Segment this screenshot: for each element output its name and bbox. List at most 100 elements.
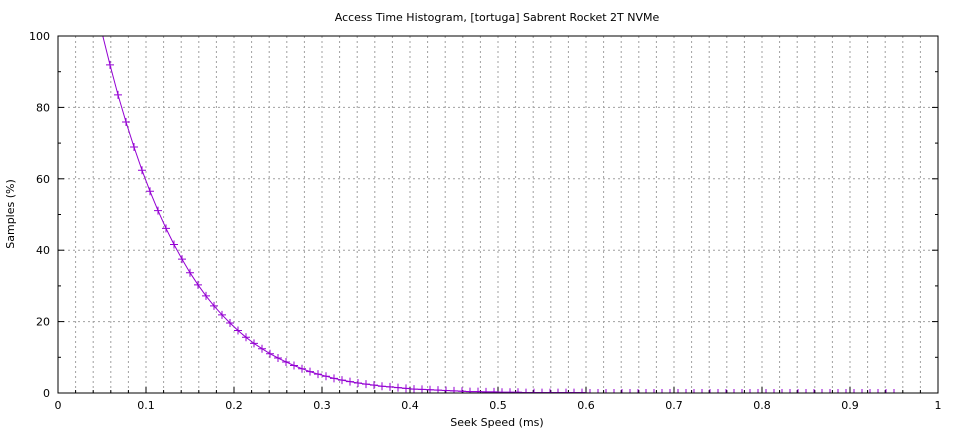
data-point-marker [706, 389, 714, 393]
data-point-marker [450, 386, 458, 393]
data-point-marker [682, 389, 690, 393]
data-point-marker [170, 240, 178, 249]
data-point-marker [154, 206, 162, 215]
data-point-marker [114, 90, 122, 99]
grid [58, 36, 938, 393]
data-point-marker [482, 387, 490, 393]
data-point-marker [106, 60, 114, 69]
data-point-marker [826, 389, 834, 393]
data-point-marker [266, 349, 274, 358]
data-point-marker [690, 389, 698, 393]
chart-title: Access Time Histogram, [tortuga] Sabrent… [335, 11, 660, 24]
data-point-marker [722, 389, 730, 393]
data-point-marker [754, 389, 762, 393]
data-point-marker [346, 377, 354, 386]
data-point-marker [362, 380, 370, 389]
data-point-marker [650, 389, 658, 393]
data-point-marker [306, 367, 314, 376]
data-point-marker [730, 389, 738, 393]
data-point-marker [842, 389, 850, 393]
data-point-marker [610, 389, 618, 393]
data-point-marker [146, 187, 154, 196]
x-tick-label: 0.4 [401, 399, 419, 412]
data-point-marker [162, 224, 170, 233]
data-point-marker [442, 386, 450, 393]
x-tick-label: 0.9 [841, 399, 859, 412]
data-point-marker [386, 382, 394, 391]
x-tick-label: 1 [935, 399, 942, 412]
data-point-marker [474, 387, 482, 393]
data-point-marker [858, 389, 866, 393]
x-tick-label: 0.6 [577, 399, 595, 412]
data-point-marker [210, 301, 218, 310]
plot-border [57, 35, 939, 394]
data-point-marker [674, 389, 682, 393]
data-point-marker [330, 374, 338, 383]
data-point-marker [202, 291, 210, 300]
data-point-marker [794, 389, 802, 393]
data-point-marker [322, 372, 330, 381]
data-point-marker [226, 319, 234, 328]
data-point-marker [810, 389, 818, 393]
data-point-marker [378, 382, 386, 391]
data-point-marker [770, 389, 778, 393]
x-tick-label: 0.3 [313, 399, 331, 412]
data-point-marker [594, 389, 602, 393]
x-tick-label: 0.7 [665, 399, 683, 412]
data-point-marker [666, 389, 674, 393]
data-point-marker [786, 389, 794, 393]
data-point-marker [402, 384, 410, 393]
data-point-marker [458, 387, 466, 393]
x-tick-label: 0 [55, 399, 62, 412]
data-point-marker [626, 389, 634, 393]
data-point-marker [658, 389, 666, 393]
x-tick-label: 0.2 [225, 399, 243, 412]
y-tick-label: 40 [36, 244, 50, 257]
data-point-marker [602, 389, 610, 393]
data-point-marker [186, 268, 194, 277]
data-point-marker [242, 333, 250, 342]
data-point-marker [394, 383, 402, 392]
y-tick-label: 0 [43, 387, 50, 400]
y-axis-label: Samples (%) [4, 179, 17, 249]
data-point-marker [194, 280, 202, 289]
data-point-marker [618, 389, 626, 393]
data-point-marker [818, 389, 826, 393]
data-point-marker [282, 357, 290, 366]
data-point-marker [514, 388, 522, 393]
data-point-marker [850, 389, 858, 393]
data-point-marker [642, 389, 650, 393]
data-point-marker [490, 387, 498, 393]
series [102, 36, 898, 393]
data-point-marker [498, 388, 506, 393]
y-tick-label: 100 [29, 30, 50, 43]
data-point-marker [274, 354, 282, 363]
data-point-marker [290, 361, 298, 370]
data-point-marker [802, 389, 810, 393]
y-tick-label: 80 [36, 101, 50, 114]
data-point-marker [338, 376, 346, 385]
data-point-marker [746, 389, 754, 393]
data-point-marker [426, 385, 434, 393]
data-point-marker [178, 255, 186, 264]
data-point-marker [410, 385, 418, 393]
data-point-marker [738, 389, 746, 393]
data-point-marker [762, 389, 770, 393]
x-axis-label: Seek Speed (ms) [450, 416, 543, 429]
data-point-marker [874, 389, 882, 393]
data-point-marker [634, 389, 642, 393]
data-point-marker [234, 326, 242, 335]
data-point-marker [314, 370, 322, 379]
data-point-marker [506, 388, 514, 393]
data-point-marker [834, 389, 842, 393]
x-tick-label: 0.1 [137, 399, 155, 412]
series-group [102, 36, 898, 393]
y-tick-label: 20 [36, 316, 50, 329]
ticks: 0 0.1 0.2 0.3 0.4 0.5 0.6 0.7 0.8 0.9 1 0 20 40 60 80 10… [29, 30, 942, 412]
data-point-marker [250, 339, 258, 348]
data-point-marker [258, 344, 266, 353]
data-point-marker [418, 385, 426, 393]
data-point-marker [354, 379, 362, 388]
data-point-marker [866, 389, 874, 393]
